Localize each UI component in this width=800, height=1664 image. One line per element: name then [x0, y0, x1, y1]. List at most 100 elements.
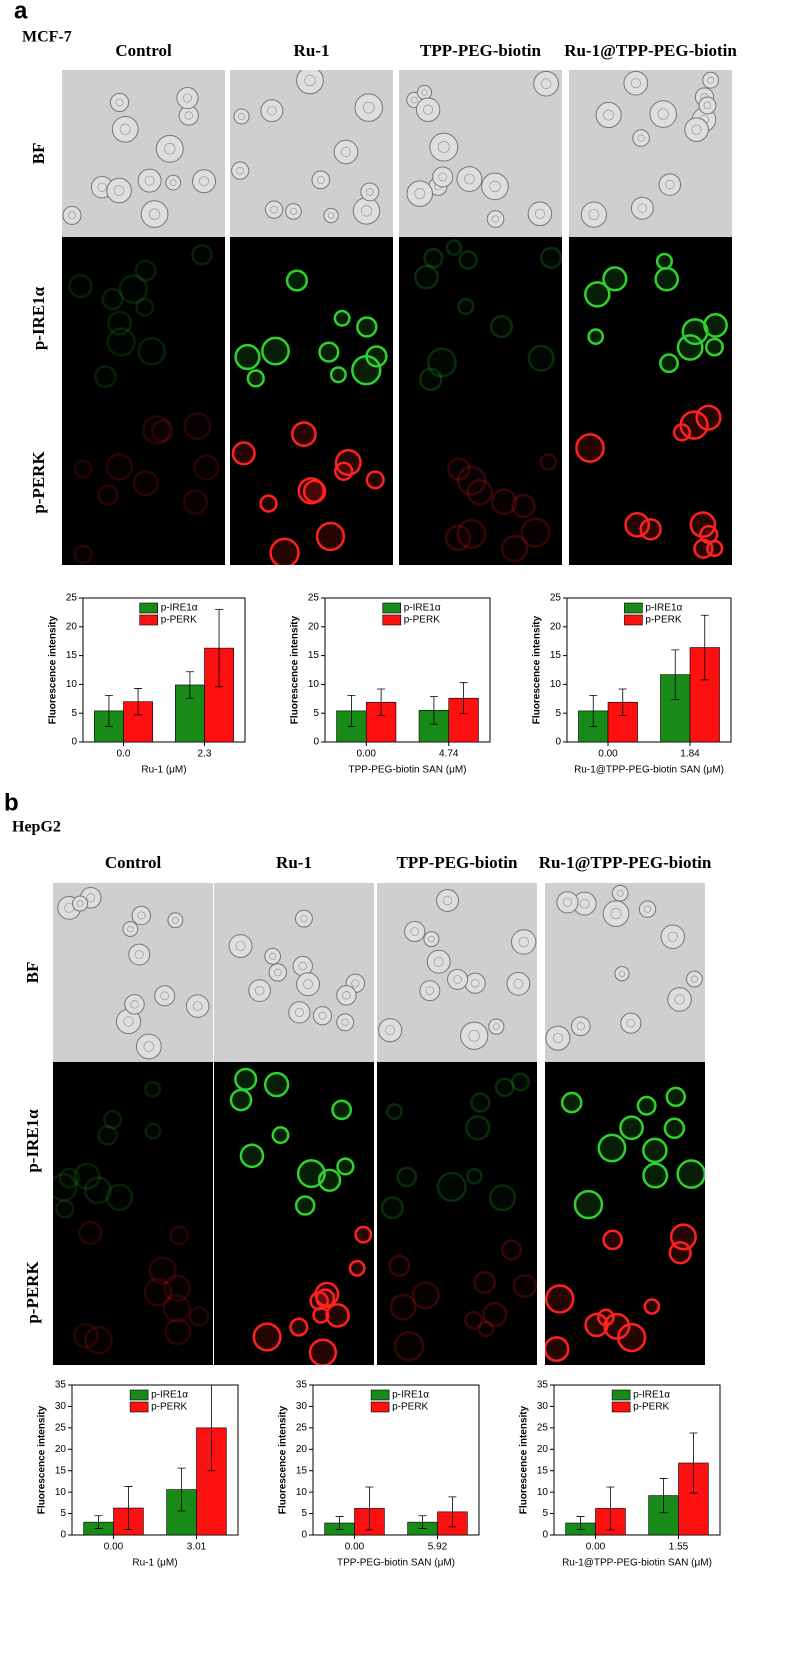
cell — [360, 182, 380, 202]
nucleus — [294, 1007, 304, 1018]
micrograph — [399, 400, 562, 565]
legend-swatch — [382, 602, 402, 614]
cell — [106, 177, 132, 204]
y-tick-label: 5 — [301, 1508, 307, 1519]
x-tick-label: 0.00 — [104, 1542, 124, 1553]
nucleus — [318, 1011, 327, 1020]
image-bg — [62, 237, 225, 400]
nucleus — [518, 936, 529, 948]
x-tick-label: 4.74 — [439, 749, 459, 760]
cell — [135, 297, 155, 317]
nucleus — [637, 203, 648, 213]
cell — [140, 200, 169, 228]
cell — [584, 281, 611, 308]
y-tick-label: 5 — [60, 1508, 66, 1519]
y-axis-label: Fluorescence intensity — [278, 1405, 289, 1514]
nucleus — [665, 179, 675, 190]
error-bar — [104, 694, 113, 727]
cell — [318, 341, 340, 363]
cell — [527, 201, 553, 227]
cell — [169, 1225, 189, 1246]
cell — [378, 1018, 403, 1043]
cell — [603, 1312, 631, 1340]
image-bg — [62, 400, 225, 565]
error-bar — [659, 1478, 668, 1514]
cell — [642, 1137, 668, 1164]
micrograph — [377, 1220, 537, 1365]
y-tick-label: 25 — [296, 1422, 308, 1433]
cell — [638, 900, 657, 918]
nucleus — [513, 978, 524, 989]
cell — [336, 1013, 355, 1032]
cell — [264, 947, 282, 965]
nucleus — [576, 1022, 585, 1031]
y-tick-label: 15 — [66, 650, 78, 661]
error-bar — [347, 694, 356, 727]
cell — [325, 1303, 350, 1328]
cell — [668, 1241, 692, 1265]
cell — [296, 972, 320, 997]
micrograph — [569, 400, 732, 565]
y-tick-label: 35 — [537, 1380, 549, 1391]
plot-frame — [71, 1384, 239, 1536]
micrograph — [230, 237, 393, 400]
cell — [575, 433, 605, 463]
cell — [500, 1239, 523, 1261]
cell — [231, 161, 250, 180]
error-bar — [618, 688, 627, 716]
cell — [465, 1115, 491, 1141]
cell — [163, 1274, 192, 1303]
cell — [290, 421, 317, 447]
cell — [193, 454, 220, 481]
cell — [336, 1157, 355, 1176]
cell — [228, 934, 253, 958]
cell — [388, 1254, 411, 1278]
nucleus — [492, 1023, 500, 1031]
nucleus — [148, 208, 161, 220]
legend-swatch — [370, 1401, 390, 1413]
nucleus — [144, 175, 155, 186]
nucleus — [360, 205, 373, 217]
error-bar — [335, 1516, 344, 1530]
cell — [356, 316, 378, 338]
nucleus — [707, 76, 715, 84]
cell — [436, 1171, 467, 1202]
cell — [239, 1143, 265, 1169]
nucleus — [169, 179, 177, 186]
y-tick-label: 10 — [55, 1487, 67, 1498]
cell — [655, 252, 674, 270]
cell — [703, 312, 728, 338]
y-tick-label: 0 — [60, 1530, 66, 1541]
nucleus — [534, 208, 545, 219]
nucleus — [423, 104, 434, 115]
cell — [643, 1298, 661, 1315]
x-tick-label: 0.00 — [357, 749, 377, 760]
cell — [58, 1167, 80, 1189]
nucleus — [127, 925, 134, 933]
cell — [482, 1301, 508, 1328]
micrograph — [214, 1220, 374, 1365]
y-tick-label: 5 — [313, 708, 319, 719]
error-bar — [134, 688, 143, 716]
cell — [54, 1199, 75, 1219]
cell — [426, 347, 457, 378]
legend-label: p-IRE1α — [392, 1390, 429, 1401]
micrograph — [377, 1062, 537, 1220]
legend-swatch — [611, 1401, 631, 1413]
cell — [137, 336, 167, 366]
nucleus — [303, 979, 313, 990]
y-tick-label: 10 — [537, 1487, 549, 1498]
cell — [111, 115, 139, 143]
nucleus — [298, 961, 307, 971]
y-tick-label: 30 — [537, 1401, 549, 1412]
y-tick-label: 25 — [537, 1422, 549, 1433]
nucleus — [453, 975, 462, 984]
cell — [456, 518, 487, 549]
cell — [693, 538, 714, 559]
cell — [143, 1080, 162, 1098]
nucleus — [468, 1029, 481, 1042]
cell — [312, 1306, 330, 1324]
cell — [494, 1077, 515, 1098]
y-tick-label: 30 — [55, 1401, 67, 1412]
cell — [560, 1091, 583, 1114]
